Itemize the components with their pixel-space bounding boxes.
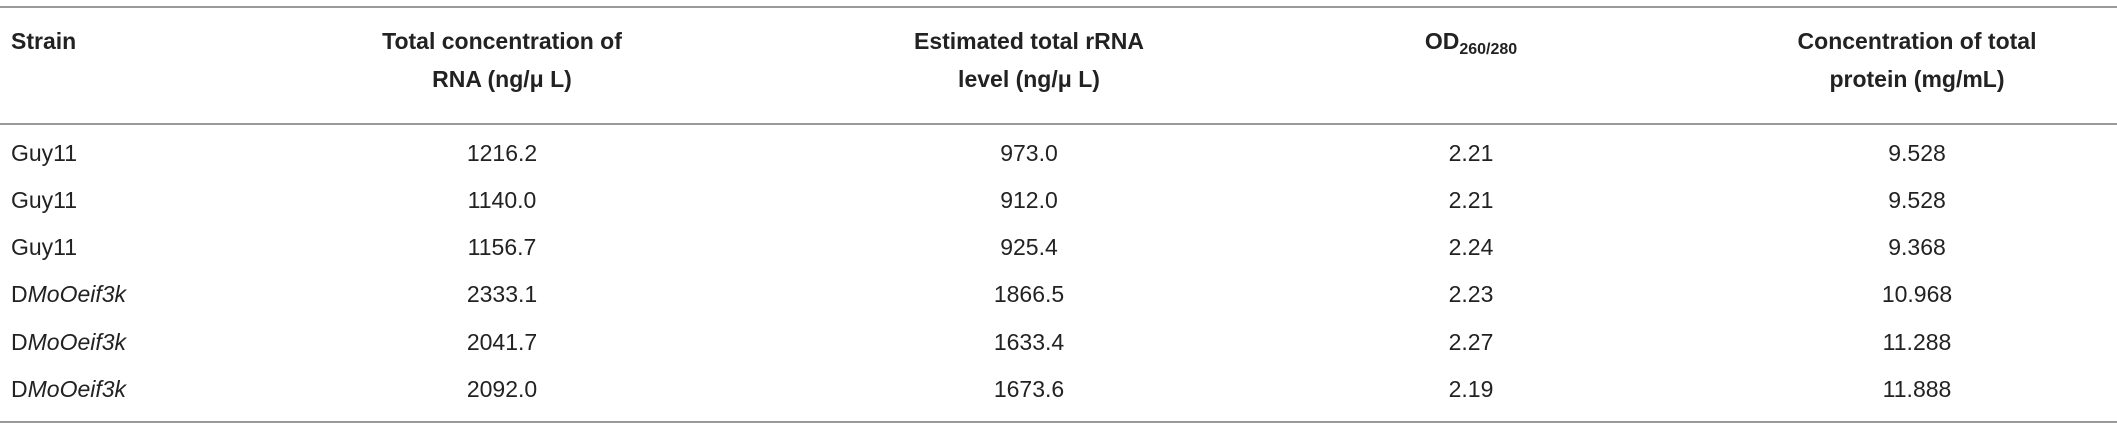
header-line: Total concentration of <box>382 28 622 54</box>
header-line: Concentration of total <box>1797 28 2037 54</box>
strain-name: Guy11 <box>11 234 78 260</box>
top-rule <box>0 6 2117 8</box>
strain-cell: Guy11 <box>11 139 77 167</box>
header-cell: Strain <box>11 22 76 60</box>
header-line: level (ng/μ L) <box>958 66 1100 92</box>
header-cell: Concentration of total protein (mg/mL) <box>1798 22 2037 98</box>
data-cell: 973.0 <box>1000 140 1058 166</box>
header-subscript: 260/280 <box>1459 41 1518 58</box>
strain-prefix: D <box>11 329 28 355</box>
data-cell: 9.528 <box>1888 187 1946 213</box>
strain-name: Guy11 <box>11 140 78 166</box>
header-cell: OD260/280 <box>1425 22 1517 69</box>
data-cell: 11.288 <box>1882 329 1952 355</box>
bottom-rule <box>0 421 2117 423</box>
strain-name: Guy11 <box>11 187 78 213</box>
data-cell: 2.19 <box>1448 376 1494 402</box>
data-cell: 1156.7 <box>467 234 537 260</box>
header-text: OD <box>1424 28 1460 54</box>
data-cell: 912.0 <box>1000 187 1058 213</box>
strain-cell: Guy11 <box>11 233 77 261</box>
data-cell: 10.968 <box>1881 281 1953 307</box>
data-cell: 9.528 <box>1888 140 1946 166</box>
data-cell: 2.21 <box>1448 187 1494 213</box>
data-cell: 2.27 <box>1448 329 1494 355</box>
header-rule <box>0 123 2117 125</box>
strain-italic: MoOeif3k <box>27 376 127 402</box>
strain-cell: DMoOeif3k <box>11 375 126 403</box>
data-cell: 11.888 <box>1882 376 1952 402</box>
data-cell: 2.24 <box>1448 234 1494 260</box>
strain-cell: DMoOeif3k <box>11 280 126 308</box>
strain-prefix: D <box>11 281 28 307</box>
data-cell: 1140.0 <box>467 187 537 213</box>
data-cell: 2041.7 <box>466 329 538 355</box>
data-cell: 1633.4 <box>993 329 1065 355</box>
data-cell: 9.368 <box>1888 234 1946 260</box>
data-cell: 1673.6 <box>993 376 1065 402</box>
data-cell: 1216.2 <box>466 140 538 166</box>
strain-italic: MoOeif3k <box>27 281 127 307</box>
header-line: protein (mg/mL) <box>1829 66 2005 92</box>
header-cell: Estimated total rRNA level (ng/μ L) <box>914 22 1144 98</box>
strain-cell: Guy11 <box>11 186 77 214</box>
data-cell: 925.4 <box>1000 234 1058 260</box>
strain-prefix: D <box>11 376 28 402</box>
header-cell: Total concentration of RNA (ng/μ L) <box>382 22 622 98</box>
header-line: Estimated total rRNA <box>913 28 1145 54</box>
strain-italic: MoOeif3k <box>27 329 127 355</box>
header-line: RNA (ng/μ L) <box>432 66 572 92</box>
data-cell: 2092.0 <box>466 376 538 402</box>
data-cell: 1866.5 <box>993 281 1065 307</box>
strain-cell: DMoOeif3k <box>11 328 126 356</box>
data-cell: 2.21 <box>1448 140 1494 166</box>
data-cell: 2.23 <box>1448 281 1494 307</box>
header-line: Strain <box>11 28 77 54</box>
data-cell: 2333.1 <box>466 281 538 307</box>
